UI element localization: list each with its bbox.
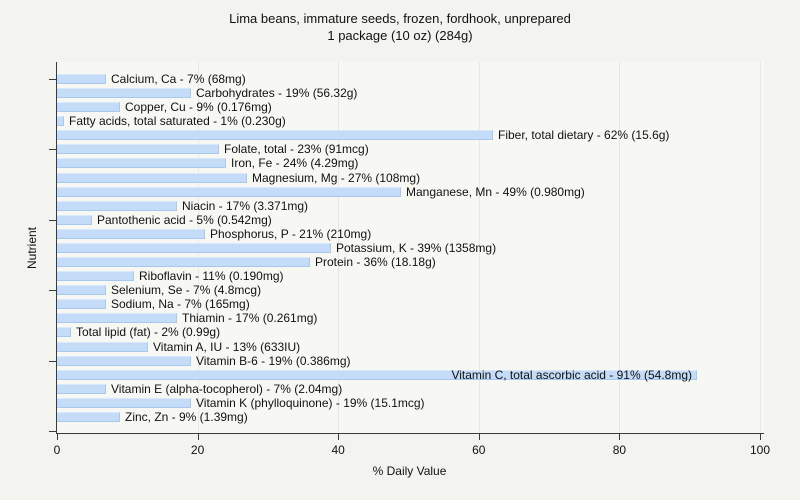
bar-sodium-na [57, 299, 106, 309]
x-axis-label: % Daily Value [372, 464, 447, 478]
bar-label: Manganese, Mn - 49% (0.980mg) [406, 185, 585, 199]
bar-label: Potassium, K - 39% (1358mg) [336, 241, 497, 255]
bar-potassium-k [57, 243, 331, 253]
y-tick-0 [49, 79, 57, 80]
bar-vitamin-a-iu [57, 342, 148, 352]
x-tick-20 [197, 434, 199, 440]
chart-subtitle: 1 package (10 oz) (284g) [327, 28, 473, 43]
bar-vitamin-k-phylloquinone [57, 398, 191, 408]
x-tick-label-40: 40 [331, 443, 345, 457]
bar-thiamin [57, 313, 177, 323]
x-tick-label-20: 20 [190, 443, 205, 457]
bar-magnesium-mg [57, 173, 247, 183]
y-axis-label: Nutrient [24, 62, 40, 433]
chart-title-block: Lima beans, immature seeds, frozen, ford… [0, 10, 800, 44]
bar-vitamin-e-alpha-tocopherol [57, 384, 106, 394]
bar-iron-fe [57, 158, 226, 168]
bar-label: Vitamin E (alpha-tocopherol) - 7% (2.04m… [111, 382, 343, 396]
gridline-x-60 [478, 62, 480, 433]
bar-label: Vitamin B-6 - 19% (0.386mg) [196, 354, 351, 368]
bar-manganese-mn [57, 187, 401, 197]
x-tick-100 [760, 434, 761, 440]
x-tick-label-60: 60 [472, 443, 486, 457]
x-tick-40 [338, 434, 340, 440]
x-tick-label-80: 80 [612, 443, 627, 457]
bar-calcium-ca [57, 74, 106, 84]
bar-protein [57, 257, 310, 267]
bar-label: Phosphorus, P - 21% (210mg) [210, 227, 372, 241]
x-tick-label-0: 0 [53, 443, 61, 457]
bar-zinc-zn [57, 412, 120, 422]
bar-label: Zinc, Zn - 9% (1.39mg) [125, 410, 248, 424]
bar-fatty-acids-total-saturated [57, 116, 64, 126]
bar-label: Folate, total - 23% (91mcg) [224, 142, 369, 156]
bar-label: Calcium, Ca - 7% (68mg) [111, 72, 246, 86]
gridline-x-80 [619, 62, 621, 433]
bar-label: Protein - 36% (18.18g) [315, 255, 436, 269]
y-tick-15 [49, 290, 57, 291]
bar-label: Fatty acids, total saturated - 1% (0.230… [69, 114, 286, 128]
bar-fiber-total-dietary [57, 130, 493, 140]
x-tick-80 [619, 434, 621, 440]
x-tick-0 [57, 434, 58, 440]
bar-label: Sodium, Na - 7% (165mg) [111, 297, 250, 311]
x-tick-label-100: 100 [749, 443, 771, 457]
bar-label: Carbohydrates - 19% (56.32g) [196, 86, 358, 100]
y-tick-5 [49, 149, 57, 150]
bar-riboflavin [57, 271, 134, 281]
bar-label: Riboflavin - 11% (0.190mg) [139, 269, 284, 283]
y-tick-10 [49, 220, 57, 221]
gridline-x-40 [338, 62, 340, 433]
bar-label: Iron, Fe - 24% (4.29mg) [231, 156, 359, 170]
bar-folate-total [57, 144, 219, 154]
bar-pantothenic-acid [57, 215, 92, 225]
bar-vitamin-c-total-ascorbic-acid [57, 370, 697, 380]
bar-vitamin-b-6 [57, 356, 191, 366]
bar-label: Selenium, Se - 7% (4.8mcg) [111, 283, 262, 297]
plot-area: 0 20 40 60 80 100 Calcium, Ca - 7% (68mg) Carbo… [49, 62, 770, 457]
bar-label: Copper, Cu - 9% (0.176mg) [125, 100, 272, 114]
x-tick-60 [478, 434, 480, 440]
bar-label: Total lipid (fat) - 2% (0.99g) [76, 325, 221, 339]
bar-label: Fiber, total dietary - 62% (15.6g) [498, 128, 670, 142]
bar-selenium-se [57, 285, 106, 295]
y-tick-25 [49, 431, 57, 432]
gridline-x-100 [760, 62, 761, 433]
bar-total-lipid-fat [57, 327, 71, 337]
bar-carbohydrates [57, 88, 191, 98]
bar-label: Magnesium, Mg - 27% (108mg) [252, 171, 421, 185]
bar-label: Pantothenic acid - 5% (0.542mg) [97, 213, 272, 227]
bar-label: Vitamin K (phylloquinone) - 19% (15.1mcg… [196, 396, 425, 410]
bar-label: Niacin - 17% (3.371mg) [182, 199, 309, 213]
bar-niacin [57, 201, 177, 211]
chart-title: Lima beans, immature seeds, frozen, ford… [229, 11, 571, 26]
y-tick-20 [49, 361, 57, 362]
bar-phosphorus-p [57, 229, 205, 239]
bar-copper-cu [57, 102, 120, 112]
bar-label: Vitamin A, IU - 13% (633IU) [153, 340, 301, 354]
bar-label: Thiamin - 17% (0.261mg) [182, 311, 318, 325]
y-axis-label-text: Nutrient [25, 226, 39, 269]
bar-label: Vitamin C, total ascorbic acid - 91% (54… [451, 368, 692, 382]
